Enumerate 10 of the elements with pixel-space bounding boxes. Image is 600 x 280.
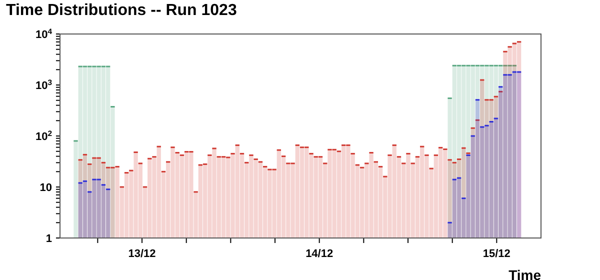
y-tick-label: 10$^{3}$ xyxy=(35,78,52,92)
y-tick-label: 10$^{2}$ xyxy=(35,128,52,143)
chart-title: Time Distributions -- Run 1023 xyxy=(6,2,237,20)
y-tick-label: 10 xyxy=(40,182,52,194)
y-tick-label: 10$^{4}$ xyxy=(35,26,53,41)
x-axis-title: Time xyxy=(508,267,542,280)
x-tick-label: 15/12 xyxy=(482,248,510,260)
x-tick-label: 14/12 xyxy=(306,248,334,260)
y-tick-label: 1 xyxy=(46,233,52,245)
x-tick-label: 13/12 xyxy=(128,248,156,260)
